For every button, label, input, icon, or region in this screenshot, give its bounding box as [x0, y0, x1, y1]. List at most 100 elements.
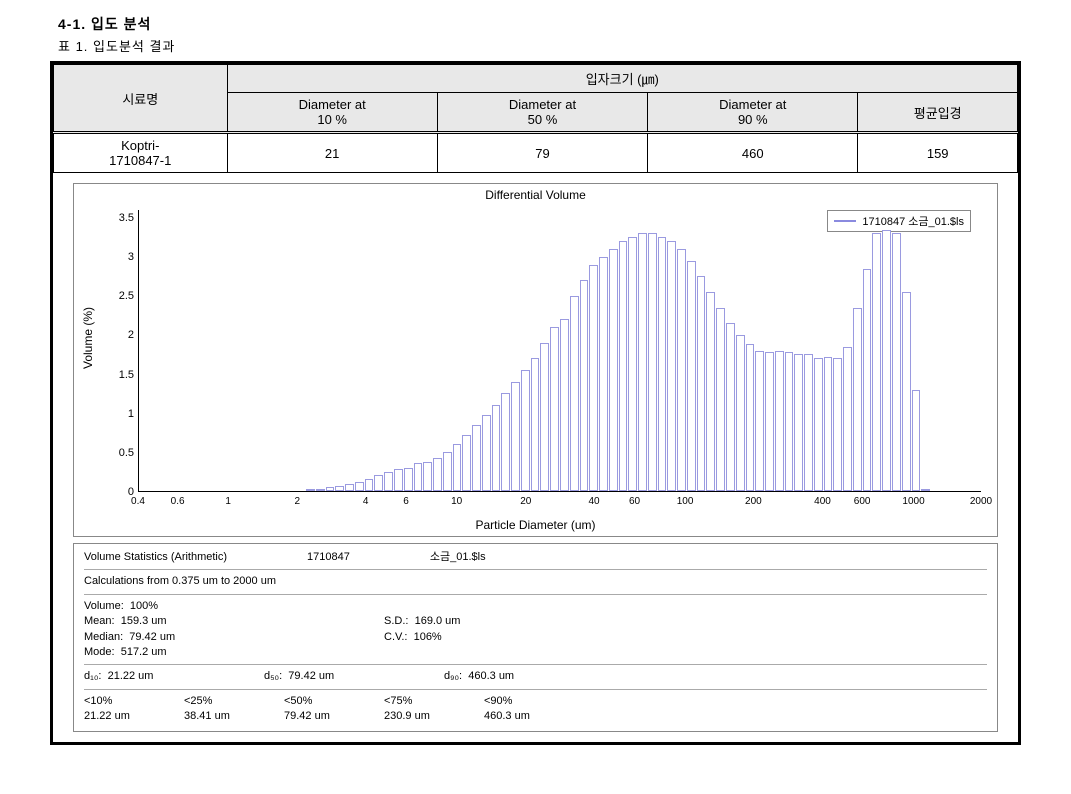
bar [638, 233, 647, 491]
d50-label: d₅₀: [264, 670, 282, 682]
y-axis-label: Volume (%) [81, 307, 95, 369]
d10-value: 21.22 um [108, 670, 154, 682]
pct-value: 21.22 um [84, 709, 184, 724]
bar [335, 486, 344, 491]
bar [912, 390, 921, 491]
table-caption: 표 1. 입도분석 결과 [58, 36, 1041, 55]
x-tick: 20 [520, 496, 531, 507]
mean-label: Mean: [84, 615, 115, 627]
mean-value: 159.3 um [121, 615, 167, 627]
th-d10: Diameter at 10 % [227, 93, 437, 133]
bar [843, 347, 852, 491]
y-tick: 3.5 [119, 212, 134, 224]
bar [462, 435, 471, 491]
th-d90: Diameter at 90 % [648, 93, 858, 133]
chart-panel: Differential Volume 1710847 소금_01.$ls Vo… [73, 183, 998, 537]
x-tick: 1 [225, 496, 231, 507]
x-tick: 0.4 [131, 496, 145, 507]
td-d50: 79 [437, 133, 647, 173]
median-label: Median: [84, 631, 123, 643]
th-mean: 평균입경 [858, 93, 1018, 133]
bar [501, 393, 510, 491]
y-tick: 3 [128, 251, 134, 263]
stats-header-right: 소금_01.$ls [430, 550, 486, 565]
x-tick: 2 [295, 496, 301, 507]
bar [833, 358, 842, 491]
bar [384, 472, 393, 492]
pct-header: <50% [284, 694, 384, 709]
x-axis-label: Particle Diameter (um) [80, 518, 991, 532]
pct-value: 460.3 um [484, 709, 584, 724]
mode-value: 517.2 um [121, 646, 167, 658]
bar [433, 458, 442, 491]
x-tick: 400 [814, 496, 831, 507]
pct-header: <25% [184, 694, 284, 709]
x-tick: 6 [403, 496, 409, 507]
x-tick: 600 [854, 496, 871, 507]
median-value: 79.42 um [129, 631, 175, 643]
pct-value: 79.42 um [284, 709, 384, 724]
bar [492, 405, 501, 491]
bar [550, 327, 559, 491]
bar [726, 323, 735, 491]
y-tick: 1.5 [119, 369, 134, 381]
plot-inner [138, 210, 981, 492]
x-tick: 40 [589, 496, 600, 507]
x-tick: 0.6 [171, 496, 185, 507]
bar [394, 469, 403, 491]
x-tick: 60 [629, 496, 640, 507]
bars-container [139, 210, 981, 491]
bar [482, 415, 491, 491]
bar [580, 280, 589, 491]
y-tick: 2 [128, 329, 134, 341]
bar [677, 249, 686, 491]
y-tick: 1 [128, 408, 134, 420]
th-sample: 시료명 [54, 65, 228, 133]
bar [570, 296, 579, 491]
bar [648, 233, 657, 491]
y-tick: 0.5 [119, 447, 134, 459]
x-tick: 2000 [970, 496, 992, 507]
bar [658, 237, 667, 491]
bar [853, 308, 862, 491]
bar [355, 482, 364, 491]
bar [892, 233, 901, 491]
bar [540, 343, 549, 491]
section-heading: 4-1. 입도 분석 [58, 14, 1041, 34]
particle-size-table: 시료명 입자크기 (㎛) Diameter at 10 % Diameter a… [53, 64, 1018, 173]
bar [345, 484, 354, 491]
bar [804, 354, 813, 491]
bar [882, 230, 891, 491]
sd-value: 169.0 um [415, 615, 461, 627]
bar [619, 241, 628, 491]
stats-header-mid: 1710847 [307, 550, 350, 565]
bar [521, 370, 530, 491]
bar [609, 249, 618, 491]
bar [443, 452, 452, 491]
chart-title: Differential Volume [80, 188, 991, 202]
bar [414, 463, 423, 491]
mode-label: Mode: [84, 646, 115, 658]
bar [560, 319, 569, 491]
x-tick: 1000 [902, 496, 924, 507]
percentile-values: 21.22 um38.41 um79.42 um230.9 um460.3 um [84, 709, 987, 724]
cv-label: C.V.: [384, 631, 407, 643]
d10-label: d₁₀: [84, 670, 101, 682]
d50-value: 79.42 um [288, 670, 334, 682]
d90-value: 460.3 um [468, 670, 514, 682]
bar [472, 425, 481, 491]
bar [687, 261, 696, 491]
bar [511, 382, 520, 491]
x-tick: 10 [451, 496, 462, 507]
pct-header: <90% [484, 694, 584, 709]
bar [785, 352, 794, 491]
bar [814, 358, 823, 491]
bar [316, 489, 325, 491]
td-sample: Koptri- 1710847-1 [54, 133, 228, 173]
pct-value: 230.9 um [384, 709, 484, 724]
bar [706, 292, 715, 491]
sd-label: S.D.: [384, 615, 408, 627]
x-tick: 100 [677, 496, 694, 507]
bar [872, 233, 881, 491]
bar [736, 335, 745, 491]
